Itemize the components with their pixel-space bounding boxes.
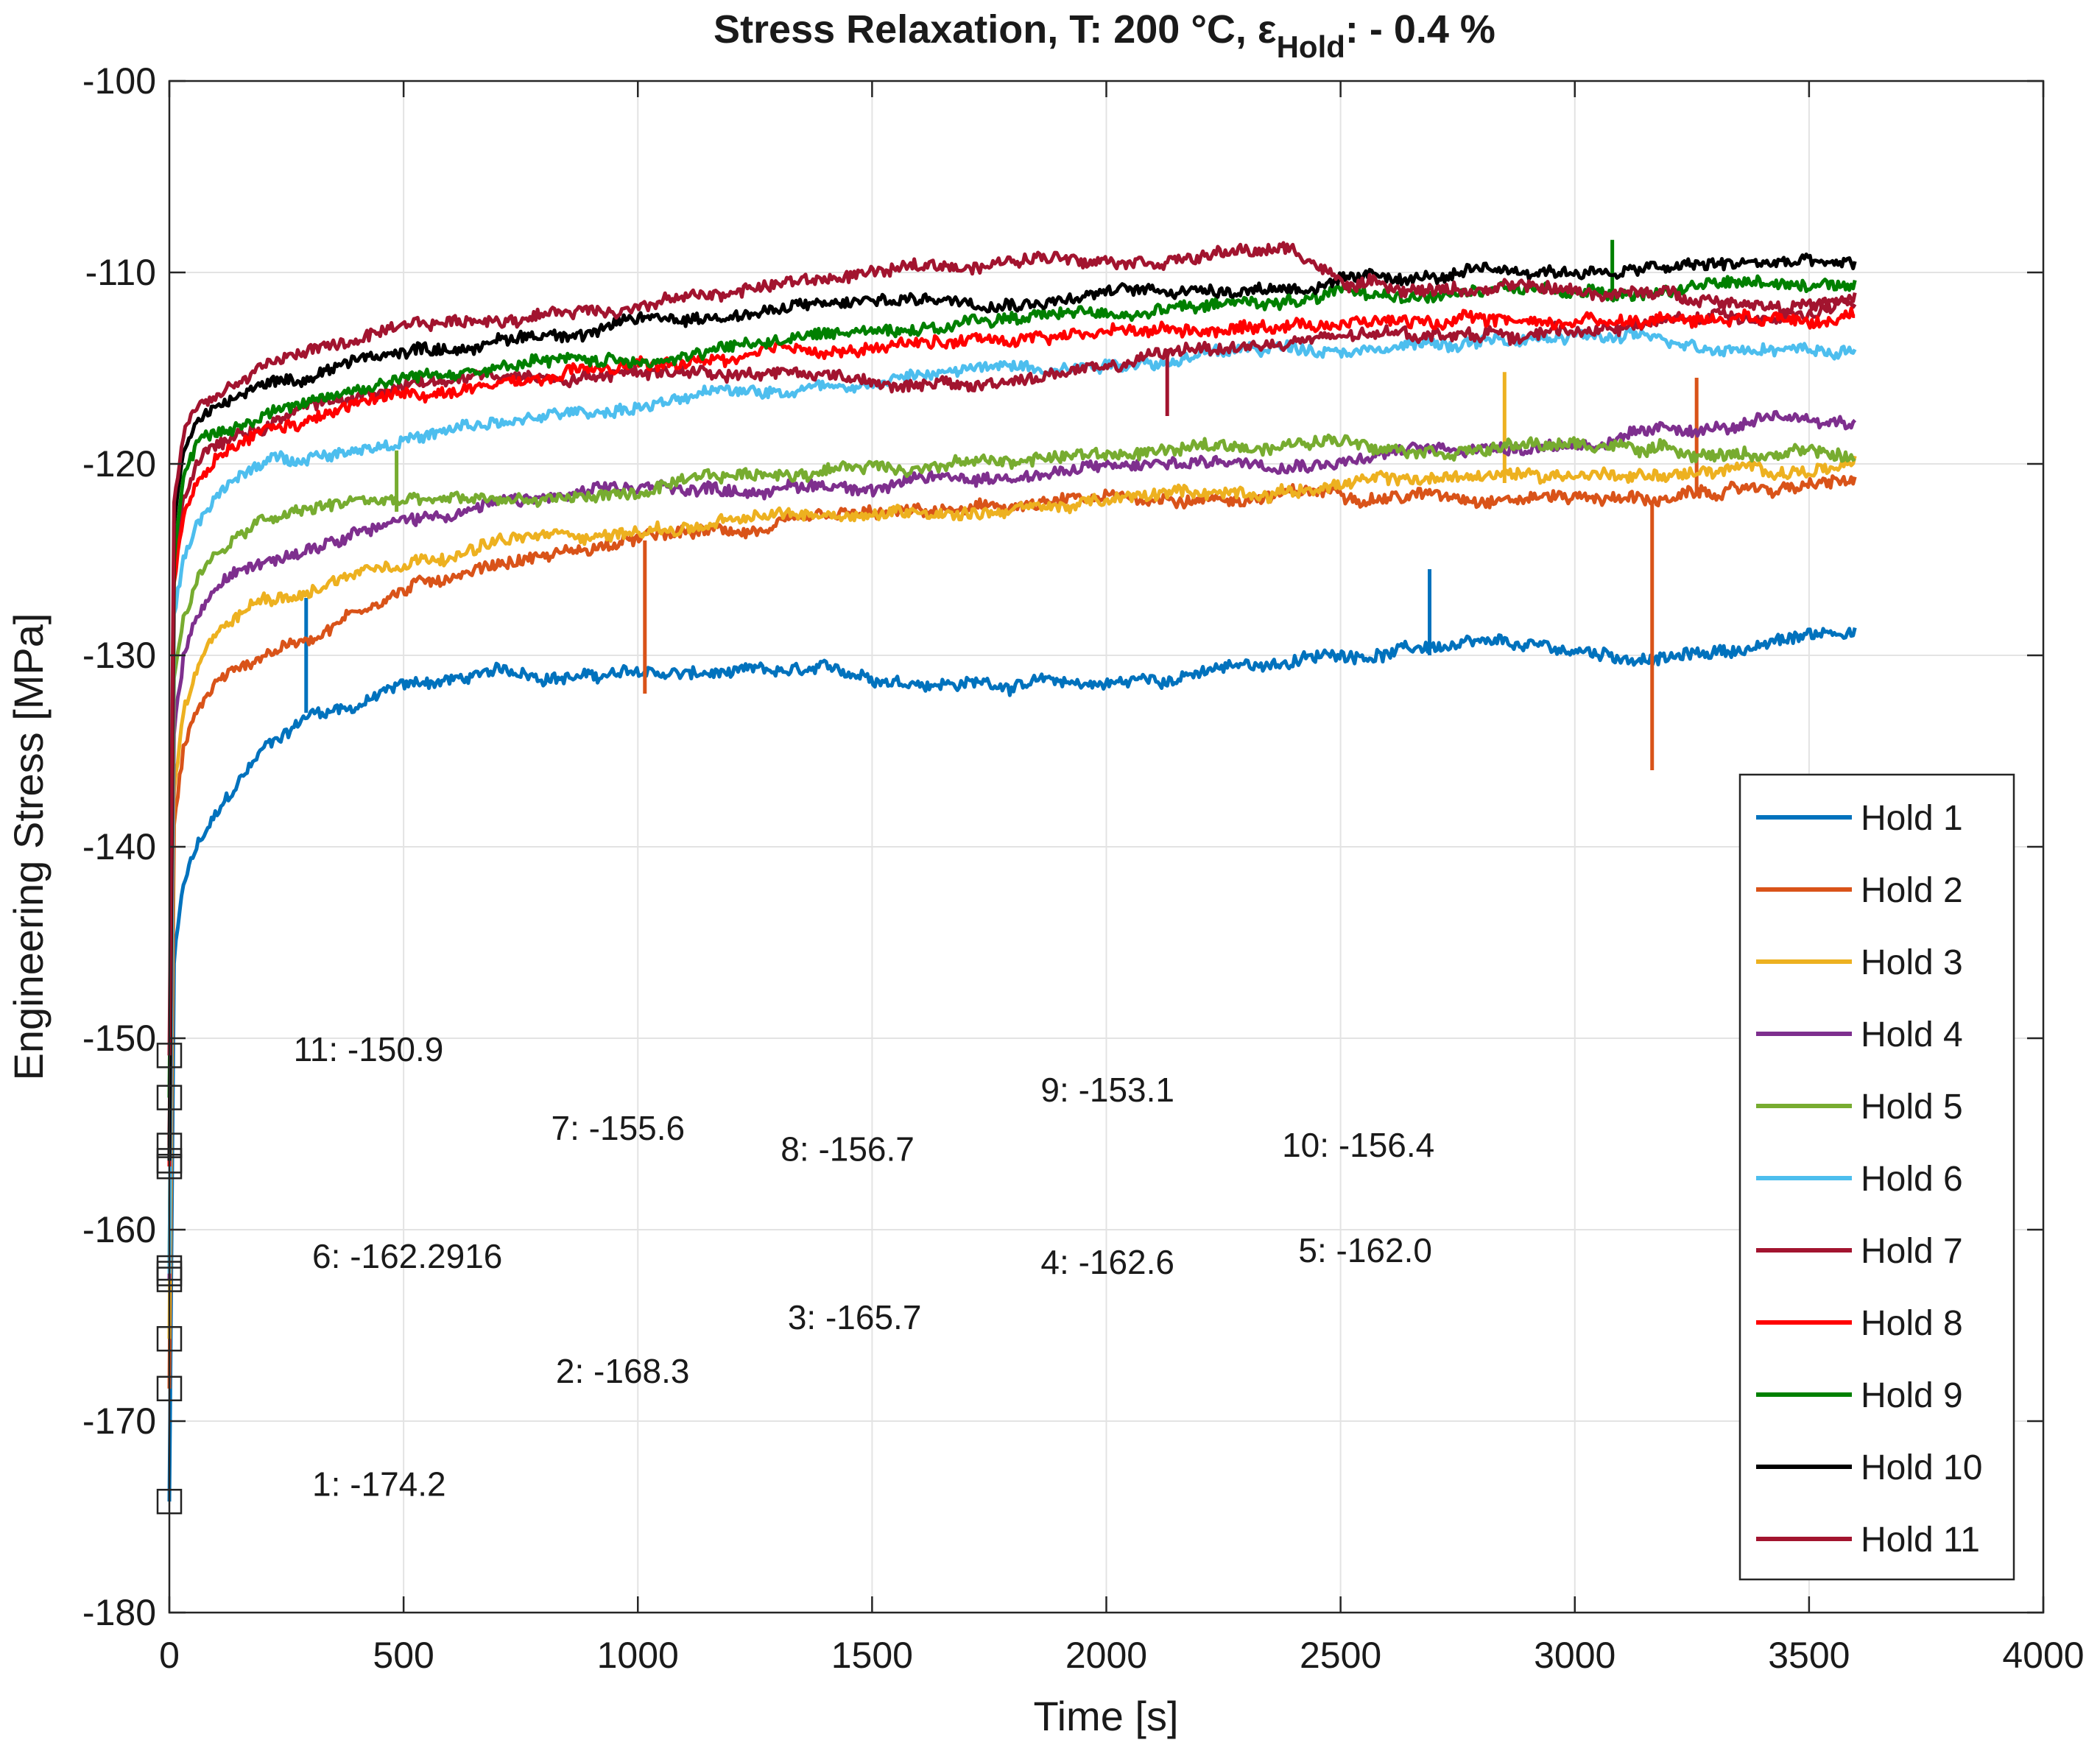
y-tick-label: -110 [85, 252, 156, 293]
x-tick-label: 4000 [2002, 1635, 2084, 1676]
y-tick-label: -100 [82, 60, 156, 102]
y-axis-label: Engineering Stress [MPa] [5, 613, 52, 1081]
y-tick-label: -130 [82, 635, 156, 676]
x-tick-label: 3000 [1534, 1635, 1615, 1676]
legend-label-hold-10: Hold 10 [1861, 1448, 1982, 1487]
x-tick-label: 1500 [831, 1635, 913, 1676]
legend-label-hold-7: Hold 7 [1861, 1232, 1963, 1271]
start-value-annotation: 4: -162.6 [1040, 1243, 1174, 1281]
start-value-annotation: 9: -153.1 [1040, 1071, 1174, 1109]
series-lines [167, 239, 1857, 1502]
series-line-hold-3 [167, 455, 1857, 1339]
legend-label-hold-11: Hold 11 [1861, 1521, 1980, 1560]
series-line-hold-5 [167, 433, 1856, 1269]
series-line-hold-1 [167, 627, 1857, 1502]
series-line-hold-4 [167, 409, 1857, 1280]
y-tick-label: -140 [82, 826, 156, 867]
y-tick-label: -180 [82, 1592, 156, 1633]
legend-label-hold-3: Hold 3 [1861, 943, 1963, 982]
series-line-hold-11 [167, 241, 1857, 1056]
series-line-hold-10 [167, 252, 1857, 1161]
start-value-annotation: 5: -162.0 [1298, 1231, 1432, 1269]
legend-label-hold-8: Hold 8 [1861, 1304, 1963, 1343]
legend-label-hold-9: Hold 9 [1861, 1376, 1963, 1415]
legend-label-hold-6: Hold 6 [1861, 1160, 1963, 1199]
x-tick-label: 2000 [1065, 1635, 1147, 1676]
axis-ticks: 0 500 1000 1500 2000 2500 3000 3500 4000 -180 -170… [82, 60, 2085, 1676]
legend-label-hold-5: Hold 5 [1861, 1088, 1963, 1127]
y-tick-label: -150 [82, 1018, 156, 1059]
start-value-annotation: 1: -174.2 [312, 1465, 446, 1503]
annotations: 11: -150.9 7: -155.6 8: -156.7 9: -153.1 10:… [294, 1030, 1435, 1503]
chart-title-subscript: Hold [1277, 29, 1345, 64]
chart-title: Stress Relaxation, T: 200 °C, εHold: - 0… [713, 7, 1495, 64]
chart-title-main: Stress Relaxation, T: 200 °C, ε [713, 7, 1277, 52]
legend-label-hold-4: Hold 4 [1861, 1015, 1963, 1054]
x-tick-label: 0 [159, 1635, 180, 1676]
x-tick-label: 500 [373, 1635, 434, 1676]
series-line-hold-8 [167, 306, 1856, 1167]
start-value-annotation: 10: -156.4 [1282, 1126, 1434, 1164]
x-tick-label: 2500 [1300, 1635, 1381, 1676]
chart-title-suffix: : - 0.4 % [1345, 7, 1495, 52]
legend-items: Hold 1 Hold 2 Hold 3 Hold 4 Hold 5 Hold 6 Hold… [1756, 799, 1982, 1560]
start-value-annotation: 8: -156.7 [781, 1130, 915, 1168]
start-value-annotation: 11: -150.9 [294, 1030, 444, 1068]
series-line-hold-2 [167, 474, 1857, 1389]
start-value-annotation: 2: -168.3 [556, 1352, 690, 1390]
x-axis-label: Time [s] [1033, 1693, 1178, 1739]
start-value-annotation: 6: -162.2916 [312, 1237, 502, 1275]
y-tick-label: -170 [82, 1401, 156, 1442]
start-value-annotation: 7: -155.6 [552, 1109, 686, 1147]
x-tick-label: 3500 [1768, 1635, 1850, 1676]
legend-label-hold-1: Hold 1 [1861, 799, 1963, 838]
series-line-hold-7 [167, 296, 1857, 1146]
y-tick-label: -120 [82, 443, 156, 485]
start-value-annotation: 3: -165.7 [788, 1298, 922, 1336]
legend: Hold 1 Hold 2 Hold 3 Hold 4 Hold 5 Hold 6 Hold… [1738, 773, 2015, 1581]
legend-label-hold-2: Hold 2 [1861, 871, 1963, 910]
x-tick-label: 1000 [597, 1635, 679, 1676]
y-tick-label: -160 [82, 1209, 156, 1250]
